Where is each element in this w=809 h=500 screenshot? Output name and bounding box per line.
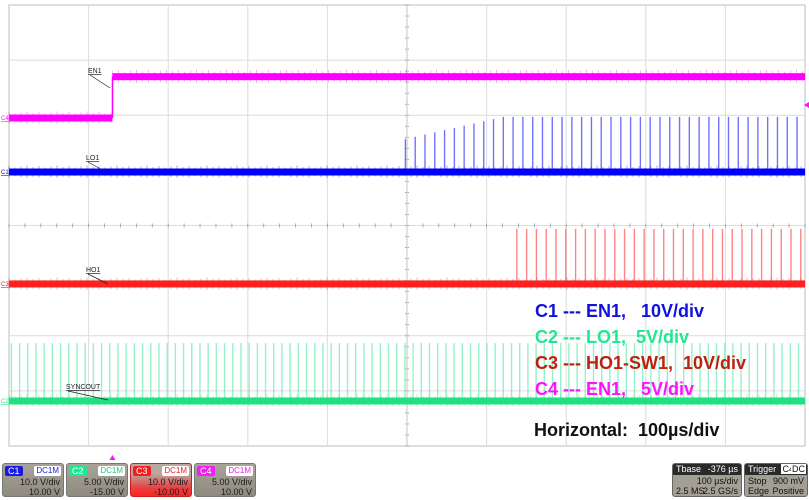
waveform-c2-pulses <box>10 343 800 401</box>
timebase-box[interactable]: Tbase -376 µs 100 µs/div 2.5 MS 2.5 GS/s <box>672 463 742 497</box>
volts-per-div: 5.00 V/div <box>83 477 124 487</box>
waveform-c3-ho1 <box>9 280 805 288</box>
trigger-label: Trigger <box>748 464 777 474</box>
trigger-mode: Stop <box>748 476 767 486</box>
legend-c1: C1 --- EN1, 10V/div <box>535 301 705 321</box>
horizontal-scale-label: Horizontal: 100µs/div <box>534 420 720 440</box>
timebase-header <box>673 464 741 475</box>
offset: -15.00 V <box>89 487 124 497</box>
channel-marker-c2: C2 <box>1 399 9 405</box>
coupling-badge: DC1M <box>98 466 125 476</box>
coupling-badge: DC1M <box>162 466 189 476</box>
channel-tag: C1 <box>5 466 23 476</box>
channel-marker-c3: C3 <box>1 282 9 288</box>
legend-c4: C4 --- EN1, 5V/div <box>535 379 695 399</box>
legend-c2: C2 --- LO1, 5V/div <box>535 327 690 347</box>
coupling-badge: DC1M <box>226 466 253 476</box>
waveform-c1-pulses <box>404 116 798 172</box>
memory-depth: 2.5 MS <box>676 486 705 496</box>
channel-tag: C2 <box>69 466 87 476</box>
trigger-coupling: DC <box>791 464 806 474</box>
channel-c3-box[interactable]: C3 DC1M 10.0 V/div -10.00 V <box>130 463 192 497</box>
trigger-level: 900 mV <box>772 476 804 486</box>
volts-per-div: 10.0 V/div <box>19 477 60 487</box>
waveform-traces <box>8 69 806 407</box>
channel-c2-box[interactable]: C2 DC1M 5.00 V/div -15.00 V <box>66 463 128 497</box>
annotation-leader <box>87 161 107 173</box>
waveform-annotations: EN1 LO1 HO1 SYNCOUT C4 C1 C3 C2 <box>1 68 809 460</box>
annotation-ho1: HO1 <box>86 267 101 274</box>
annotation-leader <box>67 390 109 401</box>
timebase-delay: -376 µs <box>707 464 738 474</box>
trigger-level-marker-icon[interactable] <box>804 102 809 108</box>
legend-c3: C3 --- HO1-SW1, 10V/div <box>535 353 747 373</box>
trigger-type: Edge <box>748 486 770 496</box>
trigger-slope: Positive <box>772 486 804 496</box>
volts-per-div: 5.00 V/div <box>211 477 252 487</box>
annotation-leader <box>87 273 109 285</box>
trigger-position-marker-icon[interactable] <box>109 455 116 460</box>
waveform-c4-en1-low <box>9 114 113 122</box>
channel-marker-c4: C4 <box>1 116 9 122</box>
offset: 10.00 V <box>220 487 252 497</box>
channel-tag: C4 <box>197 466 215 476</box>
trigger-box[interactable]: Trigger C4 DC Stop 900 mV Edge Positive <box>744 463 808 497</box>
timebase-scale: 100 µs/div <box>696 476 738 486</box>
channel-c4-box[interactable]: C4 DC1M 5.00 V/div 10.00 V <box>194 463 256 497</box>
channel-marker-c1: C1 <box>1 170 9 176</box>
waveform-c2-syncout <box>9 397 805 405</box>
sample-rate: 2.5 GS/s <box>702 486 738 496</box>
waveform-c4-en1-high <box>112 73 806 81</box>
trigger-header <box>745 464 807 475</box>
offset: 10.00 V <box>28 487 60 497</box>
timebase-label: Tbase <box>676 464 702 474</box>
annotation-en1: EN1 <box>88 68 102 75</box>
annotation-syncout: SYNCOUT <box>66 384 101 391</box>
channel-tag: C3 <box>133 466 151 476</box>
offset: -10.00 V <box>153 487 188 497</box>
waveform-plot: EN1 LO1 HO1 SYNCOUT C4 C1 C3 C2 <box>1 4 809 460</box>
volts-per-div: 10.0 V/div <box>147 477 188 487</box>
waveform-c3-pulses <box>516 228 802 284</box>
coupling-badge: DC1M <box>34 466 61 476</box>
annotation-lo1: LO1 <box>86 155 99 162</box>
annotation-leader <box>89 74 111 89</box>
channel-legend: C1 --- EN1, 10V/div C2 --- LO1, 5V/div C… <box>535 298 746 402</box>
waveform-c1-lo1 <box>9 168 805 176</box>
channel-c1-box[interactable]: C1 DC1M 10.0 V/div 10.00 V <box>2 463 64 497</box>
trigger-source: C4 <box>781 464 795 474</box>
